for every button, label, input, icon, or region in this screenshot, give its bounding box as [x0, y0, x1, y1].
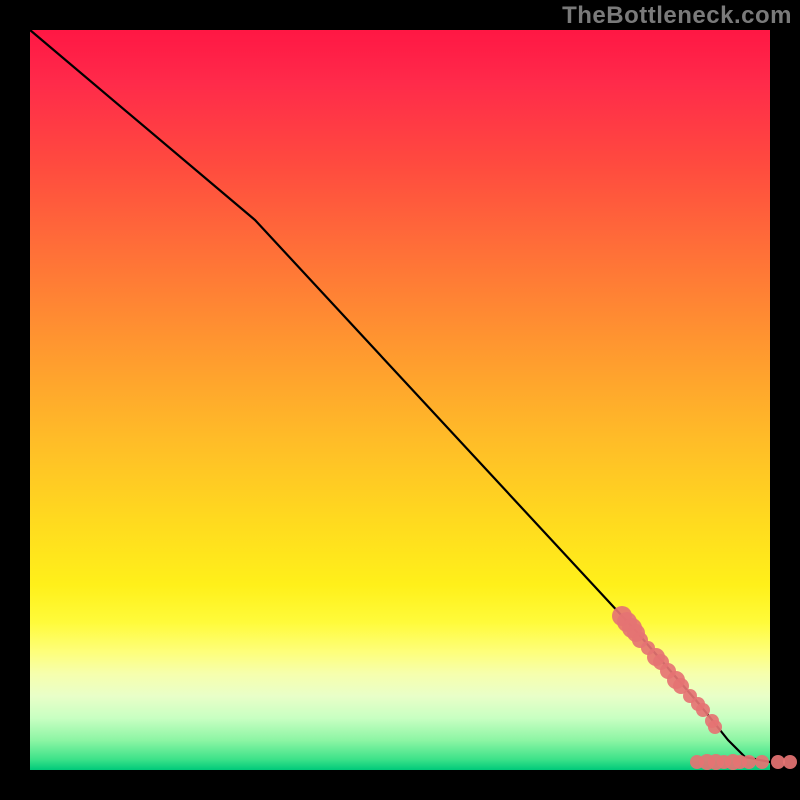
- scatter-point: [742, 755, 756, 769]
- chart-svg: [0, 0, 800, 800]
- scatter-point: [696, 703, 710, 717]
- chart-frame: TheBottleneck.com: [0, 0, 800, 800]
- scatter-point: [771, 755, 785, 769]
- scatter-point: [755, 755, 769, 769]
- watermark-text: TheBottleneck.com: [562, 2, 792, 30]
- scatter-point: [783, 755, 797, 769]
- scatter-point: [708, 720, 722, 734]
